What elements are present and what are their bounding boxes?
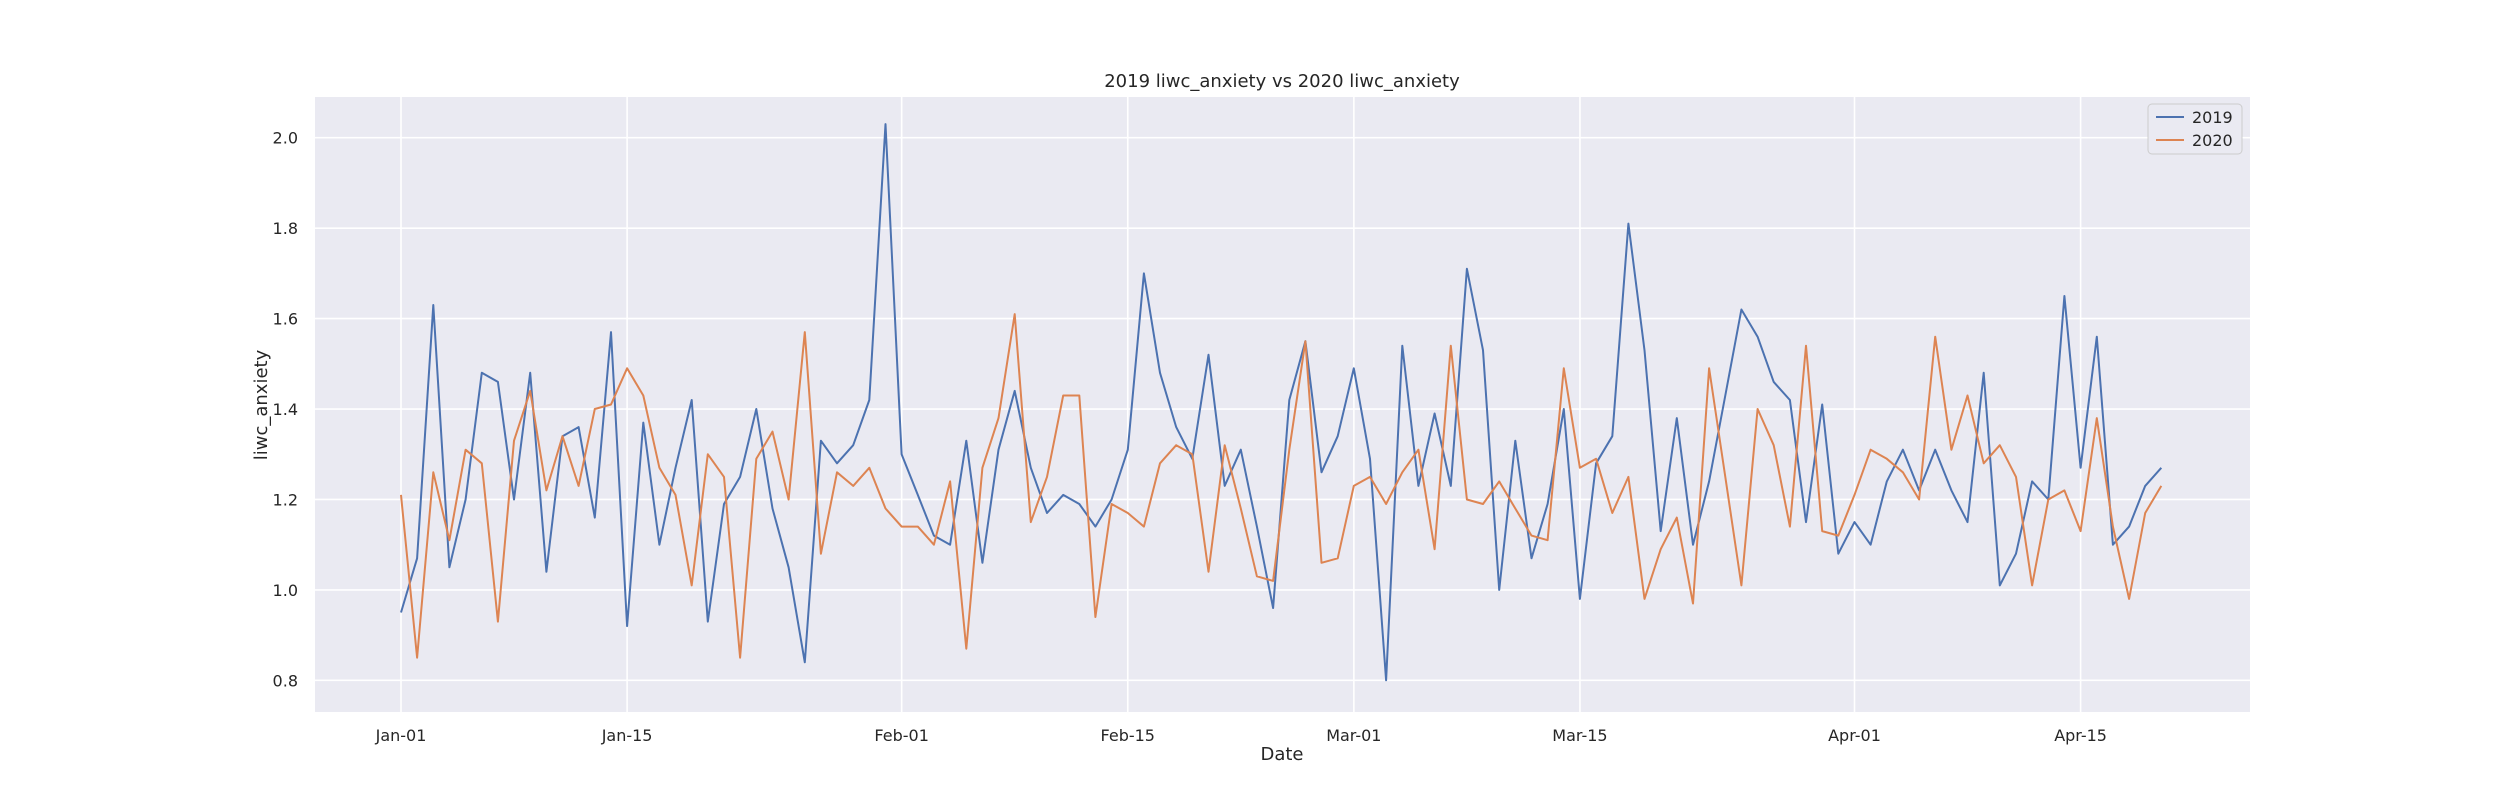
x-tick-label: Apr-15	[2054, 726, 2107, 745]
x-tick-label: Apr-01	[1828, 726, 1881, 745]
x-tick-label: Feb-01	[874, 726, 928, 745]
tick-labels: Jan-01 Jan-15 Feb-01 Feb-15 Mar-01 Mar-15 Apr-…	[273, 129, 2107, 745]
series-line-2020	[400, 313, 2163, 659]
y-tick-label: 1.0	[273, 581, 298, 600]
x-tick-label: Jan-15	[601, 726, 653, 745]
legend: 2019 2020	[2147, 103, 2243, 155]
x-axis-label: Date	[1260, 744, 1303, 765]
legend-label-2020: 2020	[2192, 131, 2233, 150]
x-tick-label: Mar-01	[1326, 726, 1381, 745]
chart-title: 2019 liwc_anxiety vs 2020 liwc_anxiety	[1104, 71, 1460, 92]
x-tick-label: Mar-15	[1552, 726, 1607, 745]
y-tick-label: 1.4	[273, 400, 298, 419]
series-layer	[400, 123, 2163, 682]
series-line-2019	[400, 123, 2163, 682]
x-tick-label: Jan-01	[375, 726, 427, 745]
y-tick-label: 1.6	[273, 310, 298, 329]
y-tick-label: 2.0	[273, 129, 298, 148]
y-axis-label: liwc_anxiety	[251, 349, 272, 460]
x-tick-label: Feb-15	[1101, 726, 1155, 745]
y-tick-label: 1.2	[273, 490, 298, 509]
y-tick-label: 0.8	[273, 671, 298, 690]
legend-label-2019: 2019	[2192, 108, 2233, 127]
y-tick-label: 1.8	[273, 219, 298, 238]
